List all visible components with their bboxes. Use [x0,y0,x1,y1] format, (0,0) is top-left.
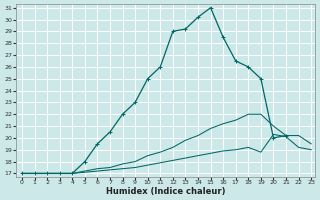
X-axis label: Humidex (Indice chaleur): Humidex (Indice chaleur) [106,187,225,196]
